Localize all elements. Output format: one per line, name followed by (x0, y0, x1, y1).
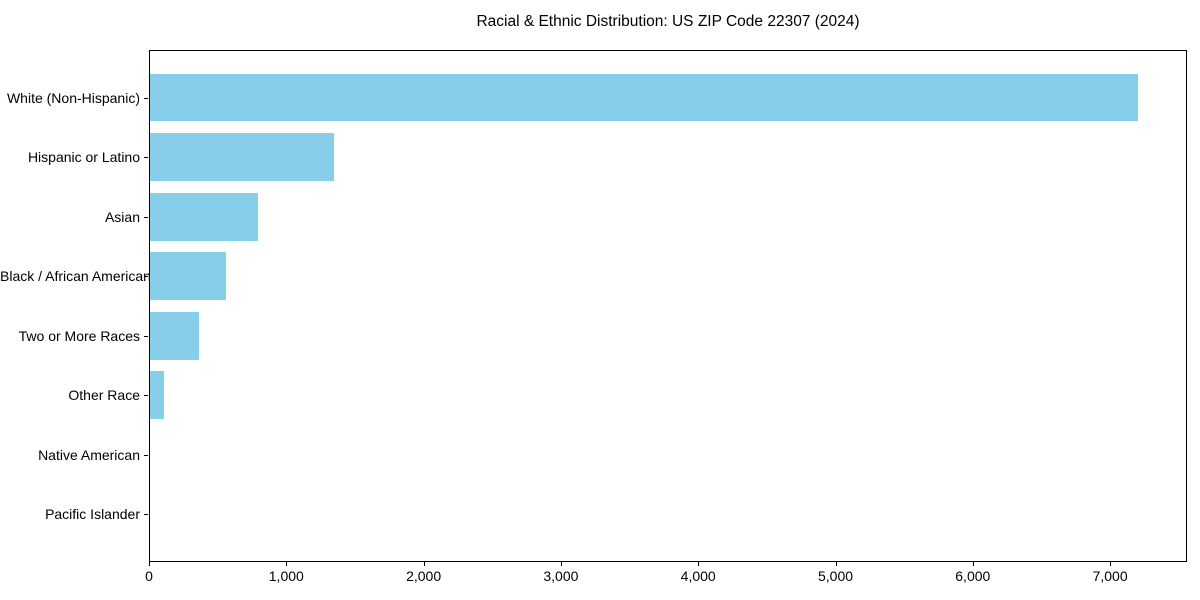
y-tick-mark (144, 335, 148, 337)
x-tick-label: 7,000 (1092, 568, 1128, 584)
y-tick-label: Hispanic or Latino (27, 149, 140, 166)
y-tick-mark (144, 514, 148, 516)
x-tick-label: 2,000 (406, 568, 442, 584)
x-tick-label: 0 (145, 568, 153, 584)
x-tick-label: 6,000 (955, 568, 991, 584)
y-tick-label: White (Non-Hispanic) (6, 89, 140, 106)
y-tick-mark (144, 276, 148, 278)
y-tick-label: Asian (104, 208, 140, 225)
x-tick-mark (972, 562, 974, 566)
bar-black-african-american (150, 252, 227, 301)
y-tick-mark (144, 97, 148, 99)
x-tick-label: 1,000 (268, 568, 304, 584)
y-tick-label: Two or More Races (18, 327, 140, 344)
x-tick-label: 5,000 (817, 568, 854, 584)
y-tick-label: Other Race (68, 387, 140, 404)
x-tick-mark (835, 562, 837, 566)
y-tick-label: Black / African American (0, 268, 151, 285)
y-tick-mark (144, 216, 148, 218)
x-tick-mark (286, 562, 288, 566)
x-tick-mark (698, 562, 700, 566)
y-tick-mark (144, 395, 148, 397)
y-tick-label: Native American (38, 446, 140, 463)
plot-area (149, 50, 1187, 562)
x-tick-mark (560, 562, 562, 566)
x-tick-mark (149, 562, 150, 566)
chart-title: Racial & Ethnic Distribution: US ZIP Cod… (476, 13, 860, 30)
bar-other-race (150, 371, 165, 420)
y-tick-mark (144, 157, 148, 159)
x-tick-mark (1110, 562, 1112, 566)
bar-hispanic-or-latino (150, 133, 334, 181)
y-tick-label: Pacific Islander (45, 506, 140, 523)
bar-white-non-hispanic (150, 73, 1138, 122)
x-tick-label: 4,000 (680, 568, 716, 584)
x-tick-mark (423, 562, 425, 566)
bar-two-or-more-races (150, 311, 200, 360)
y-tick-mark (144, 454, 148, 456)
x-tick-label: 3,000 (543, 568, 579, 584)
bar-asian (150, 192, 259, 241)
